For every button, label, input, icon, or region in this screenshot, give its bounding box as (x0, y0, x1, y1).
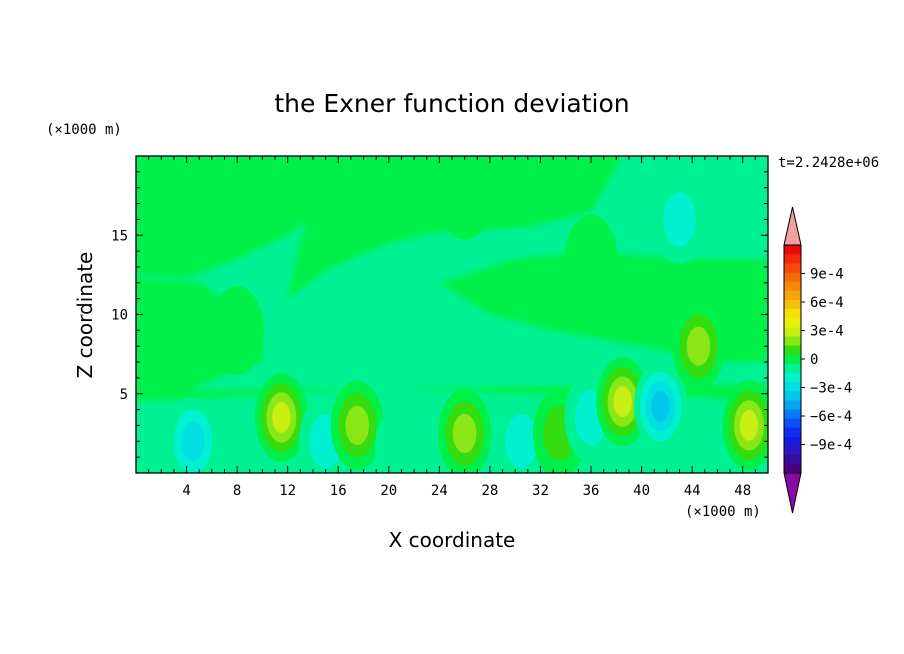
x-tick-label: 12 (279, 483, 296, 499)
colorbar-bin (784, 245, 801, 255)
colorbar-bin (784, 409, 801, 419)
contour-feature (374, 404, 428, 473)
colorbar-bin (784, 445, 801, 456)
colorbar: 9e-4 6e-4 3e-4 0 −3e-4 −6e-4 −9e-4 (783, 206, 852, 514)
x-tick-label: 28 (481, 483, 498, 499)
contour-feature (739, 410, 759, 441)
x-tick-label: 20 (380, 483, 397, 499)
colorbar-bin (784, 281, 801, 291)
colorbar-tick-label: −6e-4 (810, 409, 852, 425)
colorbar-bin (784, 418, 801, 428)
colorbar-bin (784, 290, 801, 301)
chart-title: the Exner function deviation (274, 89, 629, 118)
colorbar-tick-label: −9e-4 (810, 438, 852, 454)
colorbar-bin (784, 427, 801, 437)
colorbar-tick-label: 6e-4 (810, 295, 844, 311)
x-tick-label: 48 (734, 483, 751, 499)
z-tick-label: 15 (111, 228, 128, 244)
colorbar-bin (784, 436, 801, 446)
colorbar-tick-label: 9e-4 (810, 267, 844, 283)
colorbar-bin (784, 272, 801, 282)
colorbar-over-arrow (783, 206, 802, 246)
colorbar-bin (784, 345, 801, 355)
plot-area (135, 155, 769, 474)
x-tick-label: 32 (532, 483, 549, 499)
contour-feature (663, 192, 696, 247)
colorbar-tick-label: 3e-4 (810, 324, 844, 340)
x-tick-label: 4 (182, 483, 190, 499)
z-tick-label: 5 (120, 387, 128, 403)
x-tick-label: 40 (633, 483, 650, 499)
colorbar-bin (784, 400, 801, 410)
contour-feature (349, 254, 403, 343)
colorbar-bin (784, 336, 801, 346)
colorbar-tick-label: 0 (810, 352, 818, 368)
contour-feature (505, 414, 538, 469)
colorbar-bin (784, 263, 801, 273)
x-axis: 4 8 12 16 20 24 28 32 36 40 44 48 (148, 156, 756, 499)
x-tick-label: 24 (431, 483, 448, 499)
z-tick-label: 10 (111, 308, 128, 324)
colorbar-bin (784, 363, 801, 373)
contour-feature (651, 391, 670, 422)
colorbar-bin (784, 308, 801, 319)
zero-contour-band (136, 156, 326, 278)
colorbar-bin (784, 254, 801, 264)
time-label: t=2.2428e+06 (778, 155, 879, 171)
contour-feature (181, 421, 205, 461)
contour-feature (564, 214, 618, 304)
x-axis-label: X coordinate (389, 528, 516, 552)
x-tick-label: 36 (583, 483, 600, 499)
contour-feature (613, 386, 632, 418)
contour-feature (438, 156, 492, 240)
x-unit-label: (×1000 m) (685, 504, 761, 520)
x-tick-label: 16 (330, 483, 347, 499)
colorbar-tick-label: −3e-4 (810, 381, 852, 397)
contour-feature (210, 286, 264, 375)
colorbar-bin (784, 317, 801, 328)
colorbar-bin (784, 454, 801, 465)
colorbar-bin (784, 327, 801, 337)
colorbar-bin (784, 372, 801, 383)
contour-feature (686, 326, 711, 366)
colorbar-under-arrow (783, 472, 802, 514)
colorbar-bin (784, 354, 801, 364)
z-axis: 5 10 15 (111, 171, 768, 458)
z-axis-label: Z coordinate (73, 252, 97, 379)
colorbar-bin (784, 299, 801, 310)
colorbar-bin (784, 381, 801, 392)
contour-feature (272, 402, 291, 433)
z-unit-label: (×1000 m) (46, 122, 122, 138)
contour-feature (345, 405, 370, 446)
colorbar-bin (784, 390, 801, 401)
x-tick-label: 44 (684, 483, 701, 499)
contour-feature (452, 413, 477, 454)
colorbar-bin (784, 463, 801, 474)
x-tick-label: 8 (233, 483, 241, 499)
